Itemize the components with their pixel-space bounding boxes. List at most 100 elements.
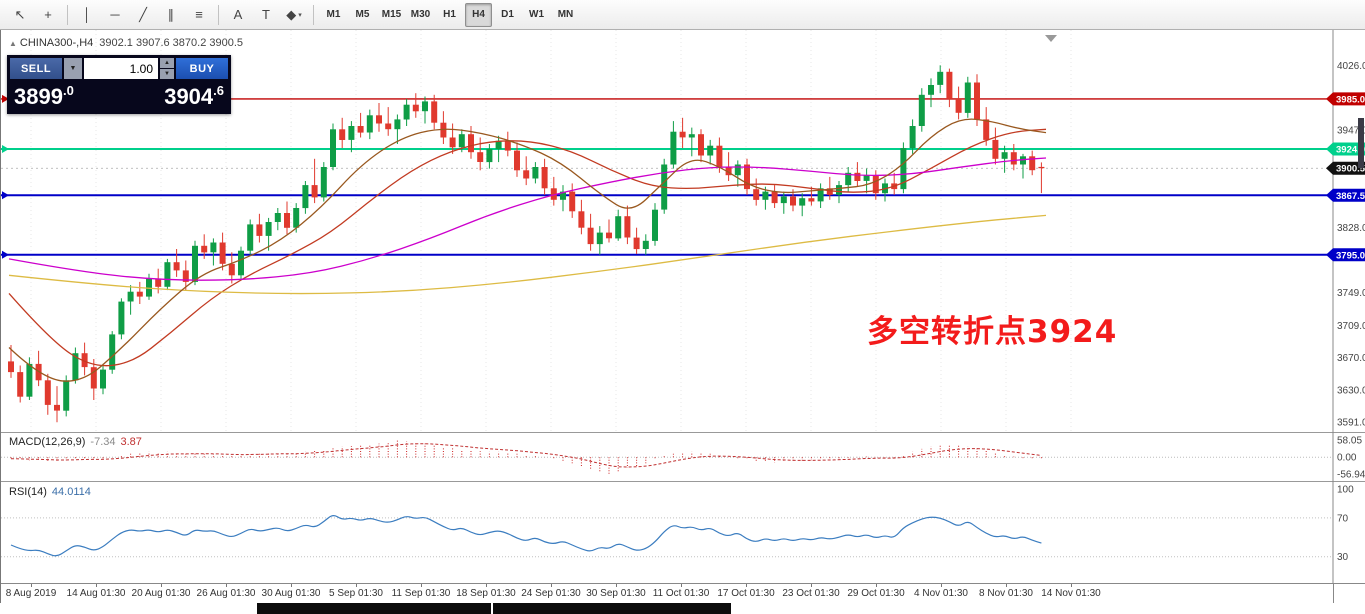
ma-fast-brown [8,118,1047,382]
tool-vertical-line-button[interactable]: │ [82,7,92,22]
rsi-value: 44.0114 [51,486,91,498]
rsi-line [10,515,1042,557]
time-tick [1006,584,1007,587]
svg-text:0.00: 0.00 [1337,453,1357,464]
timeframe-M5-button[interactable]: M5 [355,9,370,20]
time-tick [291,584,292,587]
tool-trendline-button[interactable]: ╱ [139,6,147,22]
symbol-header: ▲ CHINA300-,H4 3902.1 3907.6 3870.2 3900.5 [9,37,243,49]
time-tick [356,584,357,587]
time-axis-label: 26 Aug 01:30 [196,588,256,599]
price-axis: 4026.0 3947.0 3828.0 3749.0 3709.0 3670.0 3630… [1326,30,1365,432]
time-axis-label: 11 Sep 01:30 [391,588,451,599]
volume-decrease-button[interactable]: ▼ [160,69,174,79]
candles-layer [8,65,1045,423]
toolbar-separator [218,4,219,25]
macd-indicator-panel[interactable]: 58.05 0.00 -56.94 [1,432,1365,481]
chart-window[interactable]: 4026.0 3947.0 3828.0 3749.0 3709.0 3670.0 3630… [0,30,1365,604]
svg-text:3591.0: 3591.0 [1337,418,1365,429]
time-axis-label: 8 Nov 01:30 [979,588,1033,599]
svg-text:30: 30 [1337,552,1349,563]
svg-text:3867.5: 3867.5 [1336,191,1365,202]
svg-text:3828.0: 3828.0 [1337,223,1365,234]
ohlc-values: 3902.1 3907.6 3870.2 3900.5 [99,37,244,49]
time-tick [161,584,162,587]
time-axis: 8 Aug 2019 14 Aug 01:30 20 Aug 01:30 26 Aug… [1,583,1365,604]
buy-price: 3904.6 [164,83,224,109]
volume-dropdown-button[interactable]: ▼ [64,58,82,79]
rsi-label: RSI(14) 44.0114 [9,486,91,498]
macd-main-value: -7.34 [90,436,116,448]
time-tick [486,584,487,587]
timeframe-H1-button[interactable]: H1 [443,9,456,20]
one-click-trading-panel: SELL ▼ 1.00 ▲ ▼ BUY 3899.0 3904.6 [7,55,231,114]
tool-cursor-button[interactable]: ↖ [14,6,26,22]
scrollbar-thumb[interactable] [1358,118,1364,168]
svg-text:3709.0: 3709.0 [1337,321,1365,332]
symbol-name: CHINA300-,H4 [19,37,94,49]
time-tick [551,584,552,587]
svg-text:100: 100 [1337,484,1354,495]
buy-button[interactable]: BUY [176,58,228,79]
caret-up-icon: ▲ [164,60,170,66]
sell-button[interactable]: SELL [10,58,62,79]
tool-fibonacci-button[interactable]: ≡ [195,7,203,22]
volume-increase-button[interactable]: ▲ [160,58,174,68]
tool-text-label-button[interactable]: T [262,7,270,22]
tool-shapes-button[interactable]: ◆ ▾ [286,6,302,22]
tool-crosshair-button[interactable]: + [44,7,52,22]
caret-down-icon: ▾ [298,11,302,19]
time-tick [226,584,227,587]
svg-text:58.05: 58.05 [1337,436,1362,447]
main-price-chart[interactable]: 4026.0 3947.0 3828.0 3749.0 3709.0 3670.0 3630… [1,30,1365,432]
time-tick [811,584,812,587]
rsi-indicator-panel[interactable]: 100 70 30 [1,481,1365,583]
volume-input[interactable]: 1.00 [84,58,158,79]
chart-annotation: 多空转折点3924 [867,314,1118,350]
timeframe-D1-button[interactable]: D1 [501,9,514,20]
time-tick [876,584,877,587]
timeframe-M15-button[interactable]: M15 [381,9,402,20]
time-tick [681,584,682,587]
macd-signal-value: 3.87 [120,436,142,448]
svg-text:-56.94: -56.94 [1337,470,1365,481]
volume-stepper: ▲ ▼ [160,58,174,79]
svg-text:3924.0: 3924.0 [1336,145,1365,156]
svg-text:4026.0: 4026.0 [1337,61,1365,72]
time-tick [96,584,97,587]
svg-text:3985.0: 3985.0 [1336,94,1365,105]
time-axis-label: 4 Nov 01:30 [914,588,968,599]
timeframe-M30-button[interactable]: M30 [410,9,431,20]
macd-signal-line [10,443,1042,468]
time-axis-label: 8 Aug 2019 [5,588,57,599]
taskbar-window-button[interactable] [493,603,731,614]
time-axis-label: 24 Sep 01:30 [521,588,581,599]
time-tick [1071,584,1072,587]
time-tick [746,584,747,587]
taskbar-window-button[interactable] [257,603,491,614]
caret-down-icon: ▼ [69,65,77,72]
svg-text:3900.5: 3900.5 [1336,164,1365,175]
toolbar-separator [313,4,314,25]
svg-text:3795.0: 3795.0 [1336,250,1365,261]
svg-text:3749.0: 3749.0 [1337,288,1365,299]
time-axis-label: 11 Oct 01:30 [652,588,710,599]
timeframe-M1-button[interactable]: M1 [326,9,341,20]
time-axis-label: 29 Oct 01:30 [847,588,905,599]
macd-histogram [10,440,1042,475]
time-tick [616,584,617,587]
macd-label: MACD(12,26,9) -7.34 3.87 [9,436,142,448]
time-axis-label: 14 Aug 01:30 [66,588,126,599]
timeframe-MN-button[interactable]: MN [557,9,574,20]
timeframe-W1-button[interactable]: W1 [529,9,544,20]
timeframe-H4-button[interactable]: H4 [465,2,492,27]
chart-shift-marker [1045,35,1057,42]
price-label-3985 [1326,92,1365,106]
time-axis-label: 30 Aug 01:30 [261,588,321,599]
axis-separator [1333,584,1334,604]
tool-text-button[interactable]: A [233,7,243,22]
svg-text:3670.0: 3670.0 [1337,353,1365,364]
tool-horizontal-line-button[interactable]: ─ [110,7,120,22]
tool-equidistant-channel-button[interactable]: ∥ [167,6,175,22]
